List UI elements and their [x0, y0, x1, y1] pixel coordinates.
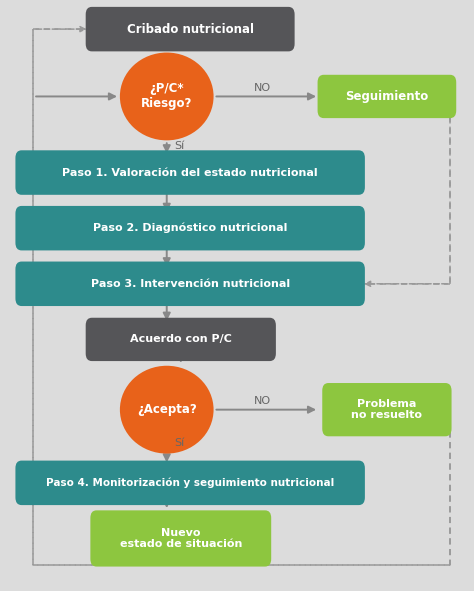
Text: Paso 1. Valoración del estado nutricional: Paso 1. Valoración del estado nutriciona… [63, 168, 318, 177]
FancyBboxPatch shape [91, 511, 271, 567]
Text: Sí: Sí [174, 141, 184, 151]
FancyBboxPatch shape [86, 318, 276, 361]
FancyBboxPatch shape [16, 460, 365, 505]
Text: ¿P/C*
Riesgo?: ¿P/C* Riesgo? [141, 83, 192, 111]
Text: Paso 3. Intervención nutricional: Paso 3. Intervención nutricional [91, 279, 290, 289]
Text: NO: NO [254, 83, 271, 93]
Text: Cribado nutricional: Cribado nutricional [127, 22, 254, 35]
Text: Paso 2. Diagnóstico nutricional: Paso 2. Diagnóstico nutricional [93, 223, 287, 233]
Ellipse shape [120, 366, 214, 453]
Text: Paso 4. Monitorización y seguimiento nutricional: Paso 4. Monitorización y seguimiento nut… [46, 478, 334, 488]
Text: Nuevo
estado de situación: Nuevo estado de situación [119, 528, 242, 549]
FancyBboxPatch shape [16, 206, 365, 251]
Text: Sí: Sí [174, 438, 184, 448]
FancyBboxPatch shape [318, 75, 456, 118]
FancyBboxPatch shape [322, 383, 452, 436]
Text: Acuerdo con P/C: Acuerdo con P/C [130, 335, 232, 345]
Ellipse shape [120, 53, 214, 140]
Text: NO: NO [254, 396, 271, 406]
Text: Problema
no resuelto: Problema no resuelto [351, 399, 422, 420]
FancyBboxPatch shape [86, 7, 295, 51]
FancyBboxPatch shape [16, 262, 365, 306]
FancyBboxPatch shape [16, 150, 365, 195]
Text: Seguimiento: Seguimiento [345, 90, 428, 103]
Text: ¿Acepta?: ¿Acepta? [137, 403, 197, 416]
